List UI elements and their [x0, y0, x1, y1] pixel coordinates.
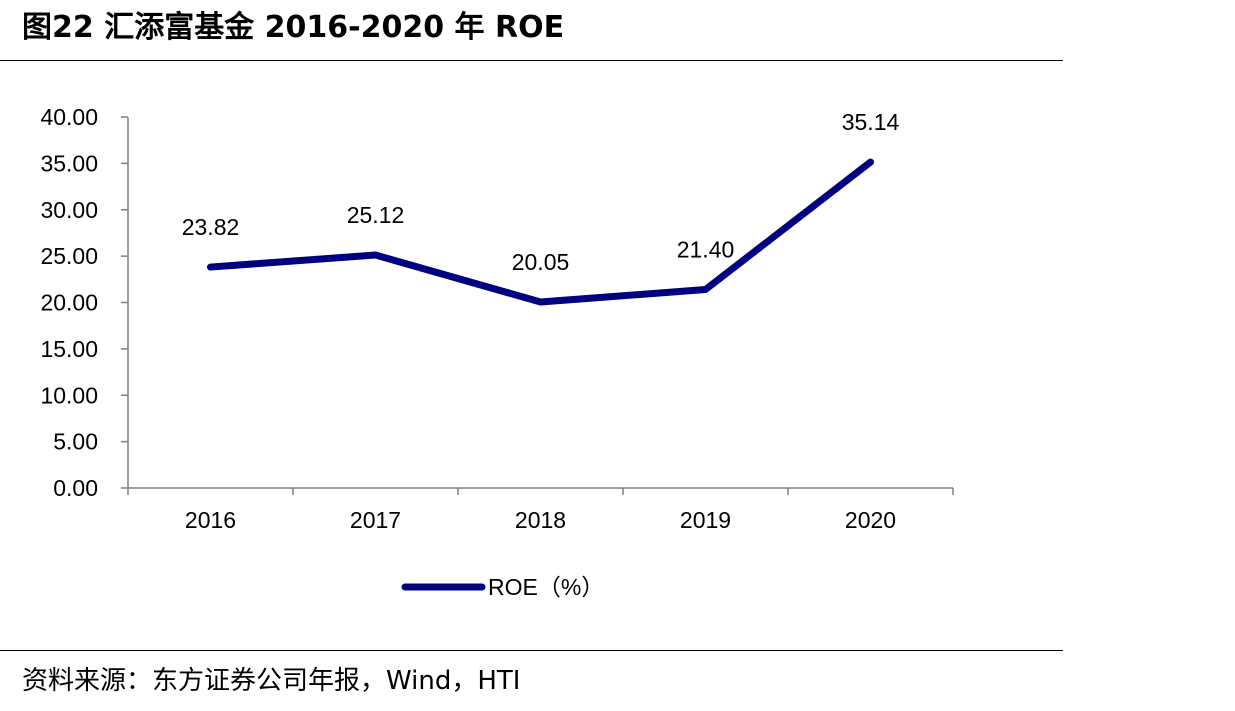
y-tick-label: 35.00	[40, 150, 98, 176]
data-label: 23.82	[182, 214, 240, 240]
source-rule	[0, 650, 1063, 651]
y-tick-label: 10.00	[40, 382, 98, 408]
y-tick-label: 0.00	[53, 475, 98, 501]
title-rule	[0, 60, 1063, 61]
x-tick-label: 2019	[680, 507, 731, 533]
data-label: 21.40	[677, 237, 735, 263]
data-label: 35.14	[842, 109, 900, 135]
data-label: 20.05	[512, 249, 570, 275]
data-label: 25.12	[347, 202, 405, 228]
y-tick-label: 15.00	[40, 336, 98, 362]
figure-title: 图22 汇添富基金 2016-2020 年 ROE	[22, 10, 565, 45]
y-tick-label: 30.00	[40, 197, 98, 223]
x-tick-label: 2018	[515, 507, 566, 533]
y-tick-label: 5.00	[53, 429, 98, 455]
y-tick-label: 25.00	[40, 243, 98, 269]
x-tick-label: 2020	[845, 507, 896, 533]
y-tick-label: 20.00	[40, 290, 98, 316]
source-note: 资料来源：东方证券公司年报，Wind，HTI	[22, 666, 521, 696]
legend-label-roe: ROE（%）	[488, 574, 604, 600]
series-line-roe	[207, 158, 874, 306]
x-tick-label: 2016	[185, 507, 236, 533]
x-tick-label: 2017	[350, 507, 401, 533]
y-tick-label: 40.00	[40, 104, 98, 130]
